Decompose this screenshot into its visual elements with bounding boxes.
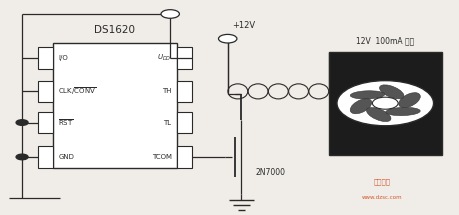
Text: 12V  100mA 风扇: 12V 100mA 风扇 xyxy=(355,36,414,45)
Bar xyxy=(177,146,191,168)
Text: DS1620: DS1620 xyxy=(94,25,135,35)
Text: www.dzsc.com: www.dzsc.com xyxy=(361,195,401,200)
Circle shape xyxy=(161,10,179,18)
Text: TH: TH xyxy=(162,88,171,94)
Circle shape xyxy=(16,120,28,125)
Bar xyxy=(328,52,441,155)
Bar xyxy=(38,81,53,102)
Circle shape xyxy=(218,34,236,43)
Text: I/O: I/O xyxy=(58,55,68,61)
Text: CLK/$\overline{\rm CONV}$: CLK/$\overline{\rm CONV}$ xyxy=(58,86,96,97)
Text: 2N7000: 2N7000 xyxy=(255,168,285,177)
Ellipse shape xyxy=(379,85,403,99)
Bar xyxy=(177,81,191,102)
Ellipse shape xyxy=(349,99,371,114)
Text: TL: TL xyxy=(163,120,171,126)
Text: GND: GND xyxy=(58,154,74,160)
Bar xyxy=(38,112,53,133)
Bar xyxy=(38,47,53,69)
Text: TCOM: TCOM xyxy=(151,154,171,160)
Bar xyxy=(38,146,53,168)
Ellipse shape xyxy=(349,91,384,99)
Ellipse shape xyxy=(366,108,390,121)
Ellipse shape xyxy=(398,93,420,108)
Text: $U_{DD}$: $U_{DD}$ xyxy=(157,53,171,63)
Circle shape xyxy=(16,154,28,160)
Text: 维库一下: 维库一下 xyxy=(373,178,389,185)
Bar xyxy=(53,43,177,168)
Circle shape xyxy=(336,81,432,126)
Bar xyxy=(177,47,191,69)
Bar xyxy=(177,112,191,133)
Circle shape xyxy=(371,97,397,109)
Text: +12V: +12V xyxy=(232,21,255,30)
Text: $\overline{\rm RST}$: $\overline{\rm RST}$ xyxy=(58,117,74,128)
Ellipse shape xyxy=(385,107,420,116)
Text: +5V: +5V xyxy=(161,0,179,2)
